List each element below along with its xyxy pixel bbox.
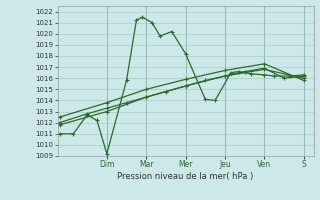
X-axis label: Pression niveau de la mer( hPa ): Pression niveau de la mer( hPa ) bbox=[117, 172, 254, 181]
